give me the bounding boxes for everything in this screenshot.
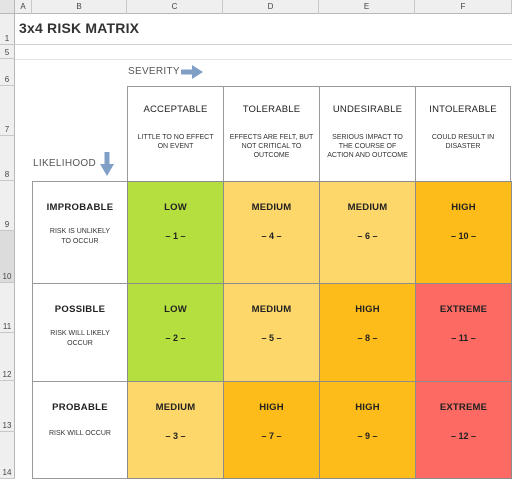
likelihood-label: LIKELIHOOD	[33, 158, 97, 169]
severity-name: INTOLERABLE	[429, 104, 497, 115]
severity-header-tolerable: TOLERABLE EFFECTS ARE FELT, BUT NOT CRIT…	[223, 86, 319, 181]
risk-cell-4[interactable]: MEDIUM – 4 –	[223, 181, 319, 283]
severity-header-acceptable: ACCEPTABLE LITTLE TO NO EFFECT ON EVENT	[127, 86, 223, 181]
likelihood-name: POSSIBLE	[54, 304, 106, 315]
row-header-7[interactable]: 7	[0, 86, 15, 136]
row-header-8[interactable]: 8	[0, 136, 15, 181]
likelihood-name: IMPROBABLE	[46, 202, 114, 213]
risk-number: – 1 –	[165, 231, 186, 241]
row-header-14[interactable]: 14	[0, 432, 15, 479]
column-header-b[interactable]: B	[32, 0, 127, 14]
severity-description: COULD RESULT IN DISASTER	[431, 134, 495, 150]
risk-level: EXTREME	[439, 304, 488, 315]
risk-cell-5[interactable]: MEDIUM – 5 –	[223, 283, 319, 381]
risk-level: LOW	[164, 202, 187, 213]
risk-number: – 4 –	[261, 231, 282, 241]
risk-level: HIGH	[355, 304, 380, 315]
severity-name: ACCEPTABLE	[143, 104, 208, 115]
likelihood-name: PROBABLE	[52, 402, 108, 413]
risk-level: HIGH	[355, 402, 380, 413]
risk-number: – 9 –	[357, 431, 378, 441]
risk-number: – 10 –	[450, 231, 477, 241]
row-header-6[interactable]: 6	[0, 59, 15, 86]
risk-level: HIGH	[259, 402, 284, 413]
risk-number: – 8 –	[357, 333, 378, 343]
risk-number: – 5 –	[261, 333, 282, 343]
row-header-12[interactable]: 12	[0, 333, 15, 381]
row-header-1[interactable]: 1	[0, 14, 15, 45]
likelihood-description: RISK WILL OCCUR	[49, 430, 111, 437]
row-header-5[interactable]: 5	[0, 45, 15, 59]
risk-cell-2[interactable]: LOW – 2 –	[127, 283, 223, 381]
risk-number: – 12 –	[450, 431, 477, 441]
risk-level: MEDIUM	[347, 202, 388, 213]
row-header-11[interactable]: 11	[0, 283, 15, 333]
risk-level: MEDIUM	[251, 304, 292, 315]
risk-cell-10[interactable]: HIGH – 10 –	[415, 181, 511, 283]
title-underline	[15, 44, 512, 45]
risk-cell-6[interactable]: MEDIUM – 6 –	[319, 181, 415, 283]
likelihood-description: RISK WILL LIKELY OCCUR	[50, 330, 110, 347]
page-title: 3x4 RISK MATRIX	[19, 20, 140, 36]
likelihood-header-probable: PROBABLE RISK WILL OCCUR	[32, 381, 127, 479]
likelihood-header-improbable: IMPROBABLE RISK IS UNLIKELY TO OCCUR	[32, 181, 127, 283]
column-header-c[interactable]: C	[127, 0, 223, 14]
risk-level: EXTREME	[439, 402, 488, 413]
gridline	[15, 59, 512, 60]
severity-name: TOLERABLE	[242, 104, 301, 115]
column-header-f[interactable]: F	[415, 0, 512, 14]
column-header-e[interactable]: E	[319, 0, 415, 14]
likelihood-header-possible: POSSIBLE RISK WILL LIKELY OCCUR	[32, 283, 127, 381]
risk-cell-3[interactable]: MEDIUM – 3 –	[127, 381, 223, 479]
severity-header-intolerable: INTOLERABLE COULD RESULT IN DISASTER	[415, 86, 511, 181]
arrow-down-icon	[100, 152, 114, 176]
risk-number: – 7 –	[261, 431, 282, 441]
severity-description: LITTLE TO NO EFFECT ON EVENT	[137, 134, 214, 150]
risk-cell-12[interactable]: EXTREME – 12 –	[415, 381, 511, 479]
select-all-corner[interactable]	[0, 0, 15, 14]
severity-name: UNDESIRABLE	[332, 104, 403, 115]
risk-level: MEDIUM	[155, 402, 196, 413]
likelihood-description: RISK IS UNLIKELY TO OCCUR	[49, 228, 111, 245]
risk-number: – 6 –	[357, 231, 378, 241]
risk-level: MEDIUM	[251, 202, 292, 213]
row-header-10[interactable]: 10	[0, 231, 15, 283]
risk-cell-7[interactable]: HIGH – 7 –	[223, 381, 319, 479]
column-header-a[interactable]: A	[15, 0, 32, 14]
severity-description: EFFECTS ARE FELT, BUT NOT CRITICAL TO OU…	[229, 134, 314, 159]
column-header-d[interactable]: D	[223, 0, 319, 14]
risk-number: – 11 –	[451, 333, 476, 343]
risk-cell-1[interactable]: LOW – 1 –	[127, 181, 223, 283]
severity-header-undesirable: UNDESIRABLE SERIOUS IMPACT TO THE COURSE…	[319, 86, 415, 181]
risk-cell-8[interactable]: HIGH – 8 –	[319, 283, 415, 381]
row-header-13[interactable]: 13	[0, 381, 15, 432]
risk-level: LOW	[164, 304, 187, 315]
severity-description: SERIOUS IMPACT TO THE COURSE OF ACTION A…	[327, 134, 408, 159]
risk-number: – 2 –	[165, 333, 186, 343]
risk-cell-9[interactable]: HIGH – 9 –	[319, 381, 415, 479]
severity-label: SEVERITY	[128, 66, 180, 77]
arrow-right-icon	[181, 65, 203, 79]
row-header-9[interactable]: 9	[0, 181, 15, 231]
risk-number: – 3 –	[165, 431, 186, 441]
risk-cell-11[interactable]: EXTREME – 11 –	[415, 283, 511, 381]
risk-level: HIGH	[451, 202, 476, 213]
